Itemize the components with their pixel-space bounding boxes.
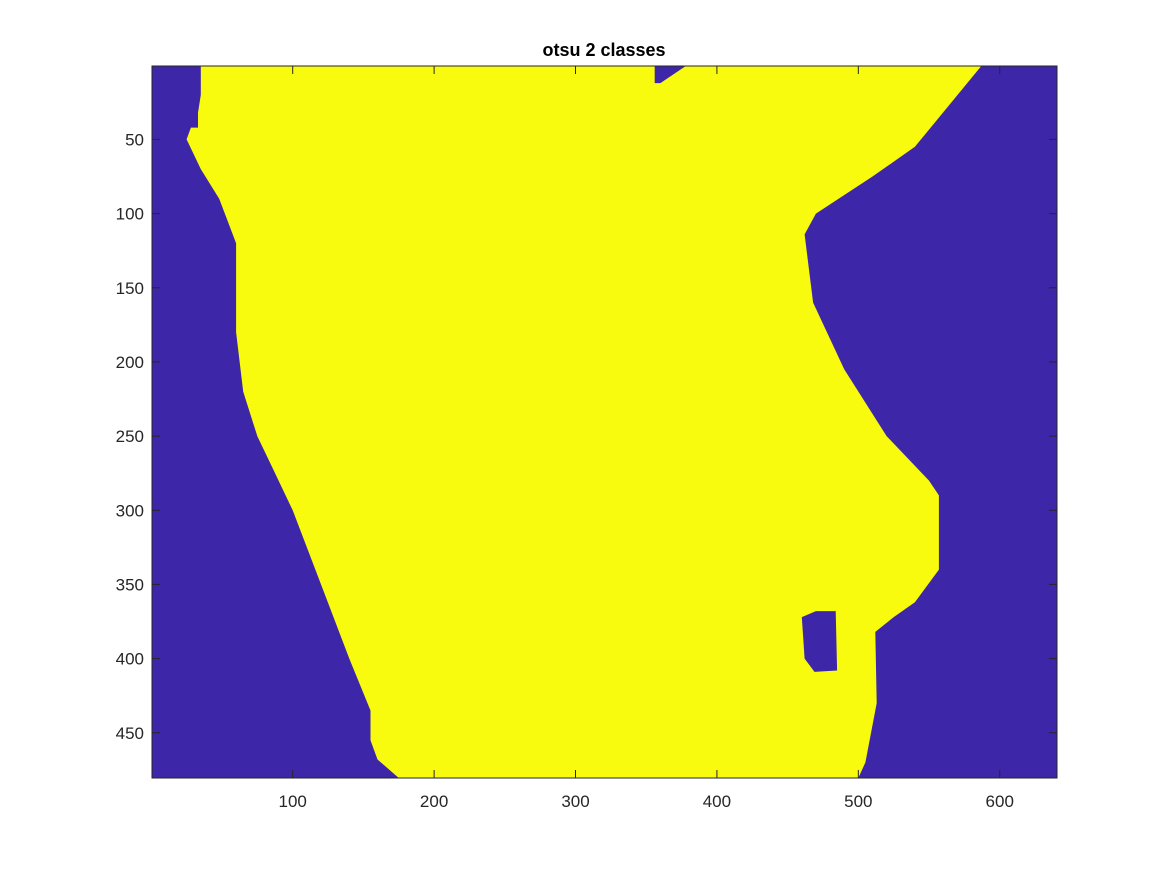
x-tick-label: 300	[561, 792, 589, 811]
y-tick-label: 400	[116, 650, 144, 669]
x-tick-label: 400	[703, 792, 731, 811]
x-tick-label: 600	[986, 792, 1014, 811]
y-tick-label: 50	[125, 130, 144, 149]
y-tick-label: 350	[116, 575, 144, 594]
plot-area	[151, 65, 1058, 779]
y-tick-label: 200	[116, 353, 144, 372]
x-tick-label: 500	[844, 792, 872, 811]
y-tick-label: 250	[116, 427, 144, 446]
chart-title: otsu 2 classes	[542, 40, 665, 60]
background-hole-1	[654, 66, 686, 84]
x-tick-label: 200	[420, 792, 448, 811]
y-tick-label: 300	[116, 501, 144, 520]
y-tick-label: 450	[116, 724, 144, 743]
foreground-region	[186, 66, 982, 778]
x-tick-label: 100	[279, 792, 307, 811]
x-axis: 100 200 300 400 500 600	[279, 66, 1014, 811]
axes-box	[151, 65, 1058, 779]
y-tick-label: 150	[116, 279, 144, 298]
background-hole-2	[801, 611, 838, 672]
y-axis: 50 100 150 200 250 300 350 400 450	[116, 130, 1057, 743]
y-tick-label: 100	[116, 205, 144, 224]
